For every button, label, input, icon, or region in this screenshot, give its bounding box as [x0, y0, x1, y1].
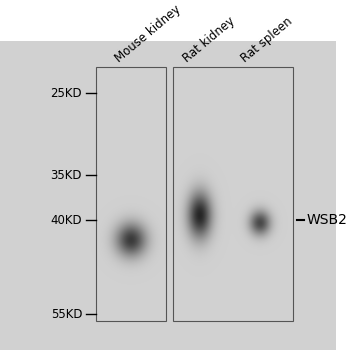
Text: 40KD: 40KD [50, 214, 82, 226]
Text: WSB2: WSB2 [307, 213, 348, 227]
Text: 25KD: 25KD [50, 87, 82, 100]
Text: Mouse kidney: Mouse kidney [112, 3, 183, 65]
Text: 55KD: 55KD [51, 308, 82, 321]
Bar [96, 67, 166, 321]
Text: 35KD: 35KD [51, 169, 82, 182]
Bar [173, 67, 293, 321]
Text: Rat spleen: Rat spleen [238, 15, 294, 65]
Text: Rat kidney: Rat kidney [181, 15, 238, 65]
